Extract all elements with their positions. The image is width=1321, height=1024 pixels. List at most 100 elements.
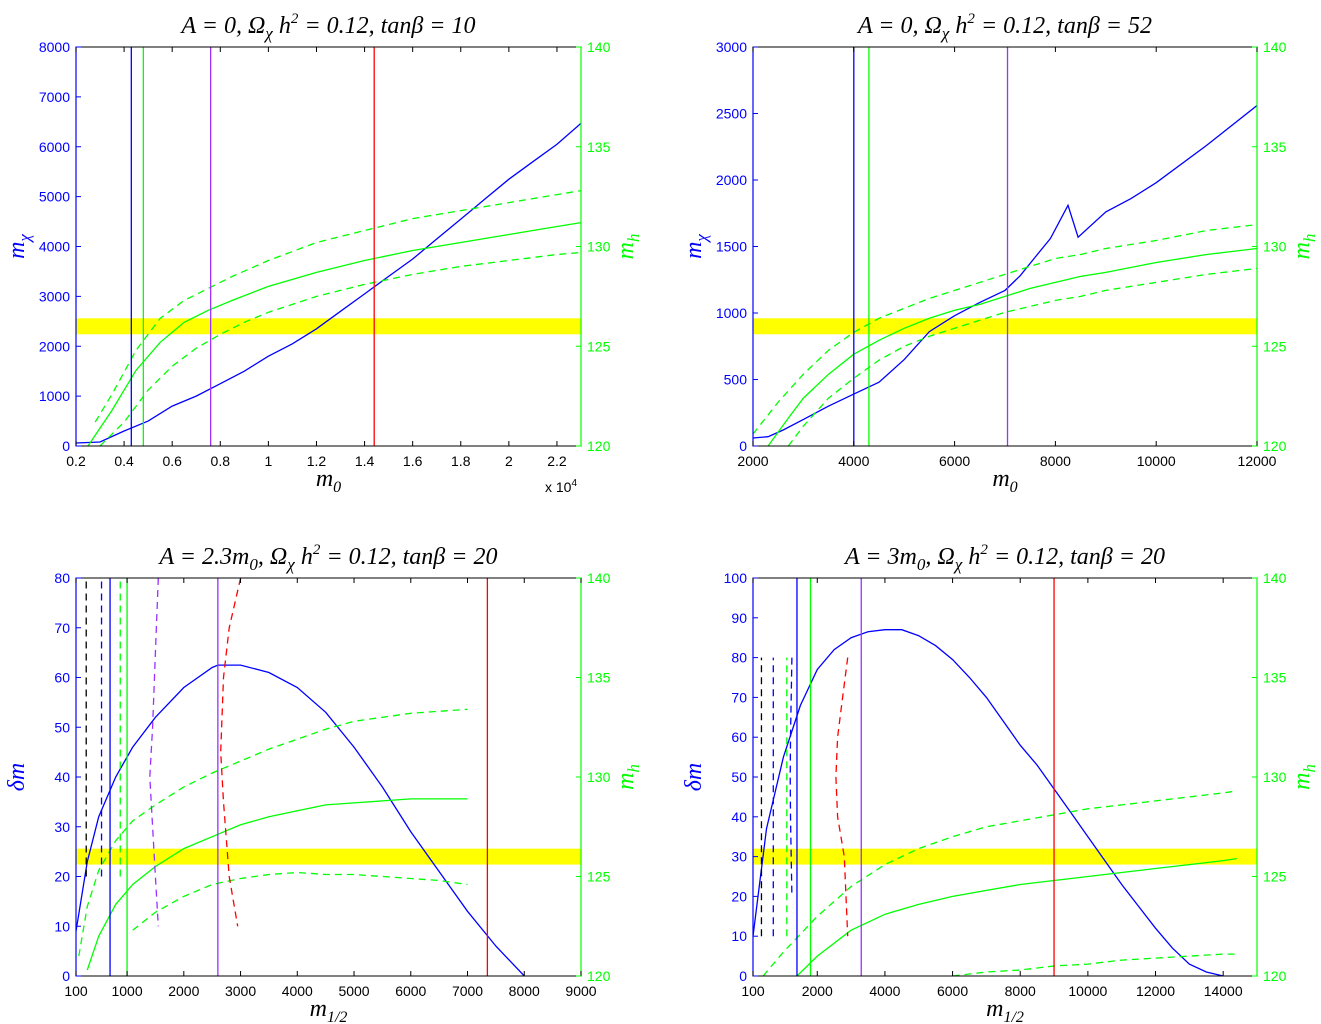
series-line-blue-solid	[76, 664, 525, 976]
y-tick-label: 100	[724, 570, 748, 586]
y2-tick-label: 130	[587, 239, 611, 255]
y-tick-label: 0	[62, 438, 70, 454]
chart-panel-1: 0.2 0.4 0.6 0.8 1 1.2 1.4 1.6 1.8 2 2.2 0 1000 2000 30…	[4, 11, 643, 496]
series-line-green-dashed	[99, 251, 581, 446]
contour-curve-blue	[789, 657, 793, 897]
y2-tick-label: 130	[1263, 769, 1287, 785]
x-axis-label: m1/2	[310, 996, 348, 1024]
x-tick-label: 8000	[509, 983, 540, 999]
x-tick-label: 2000	[168, 983, 199, 999]
higgs-mass-band	[76, 318, 581, 335]
y-axis-label: δm	[4, 763, 30, 792]
contour-curve-red	[835, 657, 849, 937]
y-tick-label: 60	[731, 729, 747, 745]
series-line-green-solid	[767, 247, 1257, 446]
y2-tick-label: 140	[1263, 39, 1287, 55]
x-tick-label: 1.8	[451, 453, 471, 469]
y-tick-label: 20	[731, 888, 747, 904]
x-tick-label: 1.6	[403, 453, 423, 469]
x-axis-label: m0	[316, 466, 341, 496]
x-tick-label: 8000	[1040, 453, 1071, 469]
higgs-mass-band	[753, 848, 1257, 865]
y-tick-label: 0	[739, 438, 747, 454]
y2-tick-label: 120	[587, 438, 611, 454]
y2-axis-label: mh	[613, 234, 643, 260]
y-tick-label: 7000	[39, 89, 70, 105]
series-line-blue-solid	[76, 122, 581, 444]
y2-tick-label: 140	[1263, 570, 1287, 586]
y-tick-label: 30	[731, 849, 747, 865]
chart-title: A = 0, Ωχ h2 = 0.12, tanβ = 52	[856, 11, 1152, 43]
y-tick-label: 2000	[716, 172, 747, 188]
x-tick-label: 2000	[737, 453, 768, 469]
y-tick-label: 70	[54, 620, 70, 636]
y-tick-label: 30	[54, 819, 70, 835]
series-line-green-dashed	[94, 189, 581, 423]
x-tick-label: 2000	[802, 983, 833, 999]
y-tick-label: 5000	[39, 189, 70, 205]
series-line-green-dashed	[132, 871, 468, 931]
y-tick-label: 6000	[39, 139, 70, 155]
series-line-green-dashed	[753, 223, 1257, 435]
y2-axis-label: mh	[613, 764, 643, 790]
y-tick-label: 1000	[39, 388, 70, 404]
y2-tick-label: 130	[587, 769, 611, 785]
y-tick-label: 8000	[39, 39, 70, 55]
chart-panel-2: 2000 4000 6000 8000 10000 12000 0 500 1000 1500 20…	[681, 11, 1319, 496]
x-tick-label: 6000	[939, 453, 970, 469]
y-tick-label: 1000	[716, 305, 747, 321]
x-tick-label: 14000	[1204, 983, 1243, 999]
y2-tick-label: 140	[587, 570, 611, 586]
plot-area	[753, 47, 1257, 446]
series-line-green-solid	[86, 798, 468, 971]
x-tick-label: 1.2	[307, 453, 327, 469]
y2-tick-label: 120	[1263, 968, 1287, 984]
y-tick-label: 3000	[716, 39, 747, 55]
chart-title: A = 0, Ωχ h2 = 0.12, tanβ = 10	[180, 11, 476, 43]
y2-axis-label: mh	[1289, 764, 1319, 790]
series-line-green-dashed	[78, 708, 468, 957]
y2-tick-label: 125	[587, 338, 611, 354]
y-tick-label: 500	[724, 372, 748, 388]
y2-tick-label: 135	[587, 139, 611, 155]
x-multiplier: x 104	[545, 478, 577, 495]
series-line-green-solid	[87, 221, 581, 446]
y-tick-label: 40	[54, 769, 70, 785]
y-tick-label: 70	[731, 689, 747, 705]
x-tick-label: 1.4	[355, 453, 375, 469]
series-line-green-dashed	[762, 790, 1237, 976]
series-line-green-dashed	[952, 953, 1237, 976]
plot-area	[76, 578, 581, 976]
y-tick-label: 50	[54, 719, 70, 735]
y2-tick-label: 130	[1263, 239, 1287, 255]
chart-title: A = 3m0 , Ωχ h2 = 0.12, tanβ = 20	[843, 542, 1165, 574]
y-tick-label: 20	[54, 869, 70, 885]
x-tick-label: 6000	[937, 983, 968, 999]
x-tick-label: 7000	[452, 983, 483, 999]
x-tick-label: 4000	[869, 983, 900, 999]
y-tick-label: 80	[731, 650, 747, 666]
axes-frame	[752, 46, 1258, 447]
x-tick-label: 4000	[282, 983, 313, 999]
y2-tick-label: 120	[587, 968, 611, 984]
y-tick-label: 50	[731, 769, 747, 785]
higgs-mass-band	[753, 318, 1257, 335]
x-tick-label: 0.8	[211, 453, 231, 469]
axes-frame	[752, 577, 1258, 977]
y-axis-label: mχ	[4, 234, 34, 259]
x-tick-label: 1	[264, 453, 272, 469]
x-tick-label: 3000	[225, 983, 256, 999]
y2-axis-label: mh	[1289, 234, 1319, 260]
x-tick-label: 0.4	[114, 453, 134, 469]
x-tick-label: 10000	[1137, 453, 1176, 469]
y2-tick-label: 125	[587, 869, 611, 885]
x-axis-label: m0	[992, 466, 1017, 496]
x-tick-label: 10000	[1068, 983, 1107, 999]
x-tick-label: 6000	[395, 983, 426, 999]
y2-tick-label: 125	[1263, 338, 1287, 354]
y-tick-label: 40	[731, 809, 747, 825]
y-axis-label: δm	[681, 763, 707, 792]
y-tick-label: 90	[731, 610, 747, 626]
y-tick-label: 2000	[39, 338, 70, 354]
x-tick-label: 12000	[1238, 453, 1277, 469]
